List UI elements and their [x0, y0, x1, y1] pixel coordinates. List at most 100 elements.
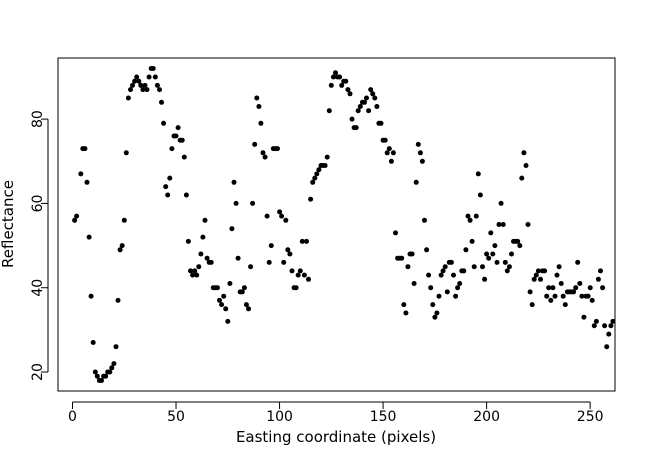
data-point — [275, 146, 280, 152]
data-point — [154, 82, 160, 88]
data-point — [113, 344, 119, 350]
data-point — [142, 82, 148, 88]
data-point — [426, 272, 432, 278]
data-point — [482, 276, 488, 282]
data-point — [283, 217, 289, 223]
data-point — [299, 238, 305, 244]
data-point — [121, 217, 127, 223]
data-point — [330, 74, 336, 80]
data-point — [531, 276, 537, 282]
data-point — [504, 268, 510, 274]
data-point — [262, 154, 268, 160]
data-point — [355, 108, 361, 114]
data-point — [125, 95, 131, 101]
data-point — [430, 302, 436, 308]
data-point — [477, 192, 483, 198]
data-point — [99, 378, 104, 383]
data-point — [399, 255, 405, 261]
data-point — [239, 289, 245, 295]
data-point — [370, 91, 376, 97]
data-point — [453, 293, 459, 299]
data-point — [109, 365, 115, 371]
data-point — [374, 104, 380, 109]
data-point — [608, 323, 614, 329]
data-point — [256, 104, 262, 109]
data-point — [173, 133, 179, 139]
data-point — [593, 318, 599, 324]
data-point — [90, 340, 96, 345]
data-points — [72, 66, 616, 383]
data-point — [550, 285, 556, 291]
data-point — [378, 120, 384, 126]
data-point — [415, 141, 421, 147]
data-point — [448, 259, 454, 265]
data-point — [88, 293, 94, 299]
data-point — [161, 120, 167, 126]
data-point — [598, 268, 603, 274]
data-point — [301, 272, 307, 278]
data-point — [92, 369, 98, 375]
data-point — [465, 213, 471, 219]
data-point — [175, 125, 181, 131]
data-point — [527, 289, 533, 295]
data-point — [587, 285, 593, 291]
data-point — [339, 82, 345, 88]
data-point — [498, 200, 504, 206]
data-point — [349, 116, 355, 122]
data-point — [117, 247, 123, 253]
data-point — [152, 74, 158, 80]
data-point — [285, 247, 291, 253]
data-point — [579, 293, 585, 299]
data-point — [306, 276, 311, 282]
data-point — [451, 272, 456, 278]
data-point — [295, 272, 301, 278]
data-point — [78, 171, 84, 177]
data-point — [136, 78, 142, 84]
data-point — [252, 141, 258, 147]
data-point — [535, 268, 541, 274]
data-point — [204, 255, 210, 261]
data-point — [254, 95, 260, 101]
data-point — [362, 99, 367, 105]
data-point — [562, 302, 568, 308]
data-point — [308, 196, 314, 202]
data-point — [328, 82, 334, 88]
data-point — [500, 222, 506, 227]
data-point — [322, 163, 328, 168]
data-point — [250, 200, 256, 206]
y-tick-label: 40 — [30, 279, 46, 297]
data-point — [554, 272, 560, 278]
y-tick-label: 20 — [30, 363, 46, 381]
data-point — [401, 302, 407, 308]
data-point — [107, 369, 113, 375]
data-point — [314, 171, 320, 177]
data-point — [484, 251, 490, 257]
data-point — [521, 150, 527, 156]
data-point — [185, 238, 191, 244]
data-point — [264, 213, 270, 219]
data-point — [488, 230, 494, 236]
data-point — [585, 293, 591, 299]
data-point — [208, 259, 214, 265]
data-point — [492, 243, 498, 249]
data-point — [268, 243, 274, 249]
data-point — [115, 297, 121, 303]
y-tick-label: 60 — [30, 195, 46, 213]
y-axis-label: Reflectance — [0, 180, 17, 268]
data-point — [111, 361, 117, 367]
data-point — [310, 179, 316, 185]
x-tick-label: 250 — [577, 409, 604, 425]
data-point — [260, 150, 266, 156]
data-point — [277, 209, 283, 215]
data-point — [444, 289, 450, 295]
data-point — [372, 95, 378, 101]
data-point — [440, 268, 446, 274]
data-point — [266, 259, 272, 265]
data-point — [316, 167, 322, 173]
data-point — [202, 217, 208, 223]
data-point — [297, 268, 303, 274]
data-point — [150, 66, 156, 71]
data-point — [287, 251, 293, 257]
